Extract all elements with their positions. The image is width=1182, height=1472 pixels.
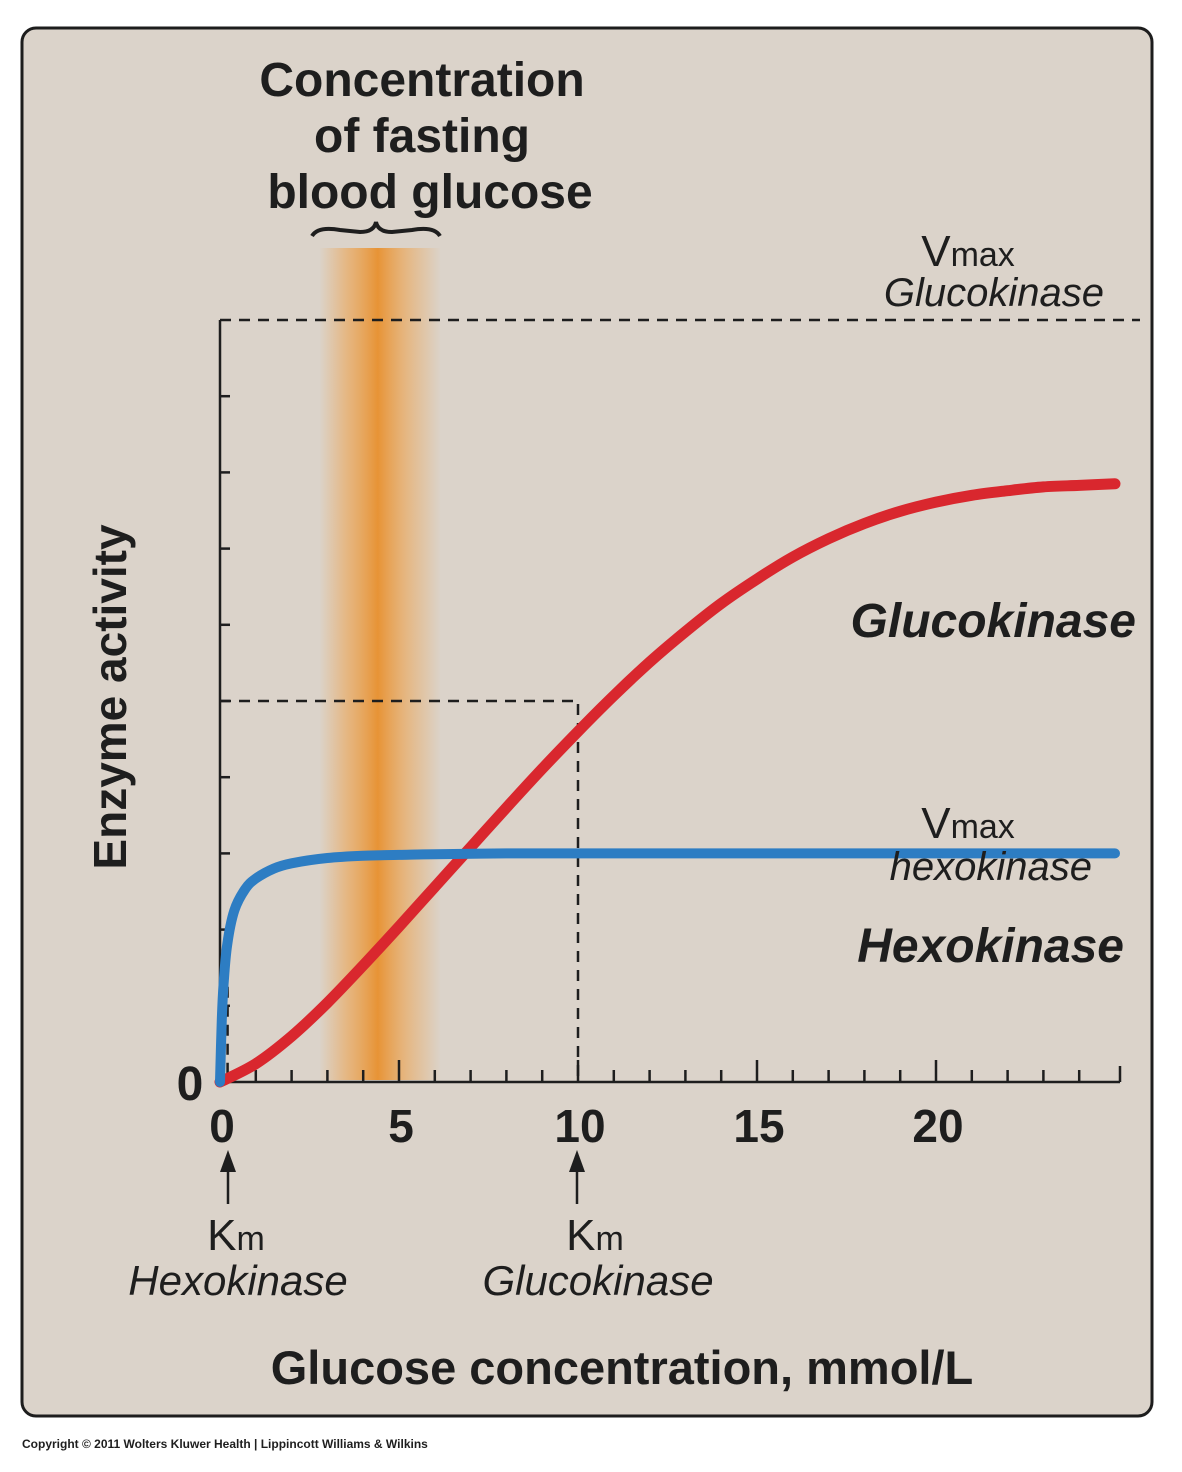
svg-text:Km: Km [207,1211,265,1260]
band-title: Concentration of fasting blood glucose [259,54,593,238]
x-tick-label: 15 [733,1100,784,1152]
vmax-glucokinase-annotation: Vmax Glucokinase [884,227,1104,315]
x-tick-label: 0 [209,1100,235,1152]
x-minor-ticks [254,1066,1122,1082]
km-hk-arrow-head [220,1150,236,1172]
km-gk-k: K [566,1211,595,1260]
km-hk-k: K [207,1211,236,1260]
copyright-text: Copyright © 2011 Wolters Kluwer Health |… [22,1437,428,1451]
band-title-line-1: Concentration [259,54,584,107]
km-hk-name: Hexokinase [128,1257,347,1304]
vmax-gk-v: V [921,227,951,276]
hexokinase-curve [215,848,1120,1087]
km-glucokinase-annotation: Km Glucokinase [482,1150,714,1304]
glucokinase-curve [214,478,1121,1088]
band-title-line-2: of fasting [314,110,530,163]
km-gk-arrow-head [569,1150,585,1172]
km-gk-sub: m [596,1220,624,1258]
x-tick-labels: 0 5 10 15 20 [209,1100,963,1152]
band-brace [310,221,442,238]
vmax-hk-name: hexokinase [890,845,1092,889]
vmax-gk-sub: max [951,236,1015,274]
svg-text:Vmax: Vmax [921,799,1015,848]
km-hexokinase-annotation: Km Hexokinase [128,1150,348,1304]
y-zero-label: 0 [177,1058,204,1111]
vmax-hk-sub: max [951,808,1015,846]
glucokinase-curve-label: Glucokinase [851,595,1136,648]
hexokinase-curve-label: Hexokinase [857,920,1124,973]
x-tick-label: 5 [388,1100,414,1152]
band-title-line-3: blood glucose [267,166,592,219]
vmax-gk-name: Glucokinase [884,271,1104,315]
svg-text:Vmax: Vmax [921,227,1015,276]
half-vmax-km-glucokinase-line [220,699,580,1082]
svg-text:Km: Km [566,1211,624,1260]
x-tick-label: 20 [912,1100,963,1152]
x-axis-label: Glucose concentration, mmol/L [271,1341,974,1394]
km-hk-sub: m [237,1220,265,1258]
vmax-hk-v: V [921,799,951,848]
x-tick-label: 10 [554,1100,605,1152]
vmax-hexokinase-annotation: Vmax hexokinase [890,799,1092,889]
y-axis-label: Enzyme activity [84,524,136,870]
km-gk-name: Glucokinase [482,1257,713,1304]
